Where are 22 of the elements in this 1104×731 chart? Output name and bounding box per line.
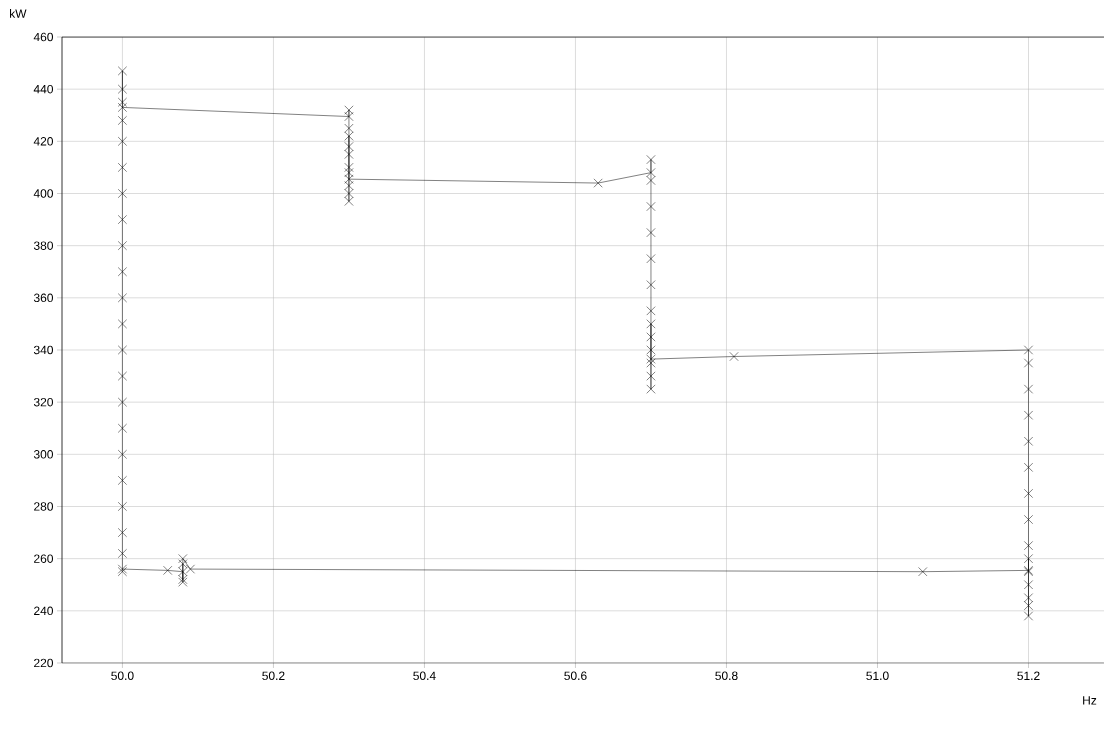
y-tick-label: 240 [34, 606, 54, 616]
y-tick-label: 420 [33, 137, 54, 146]
x-tick-label: 50.6 [564, 671, 587, 681]
y-tick-label: 360 [33, 293, 54, 303]
y-tick-label: 260 [34, 554, 54, 563]
y-tick-label: 320 [33, 397, 54, 407]
x-tick-label: 51.2 [1017, 671, 1040, 681]
y-tick-label: 400 [33, 189, 54, 198]
y-tick-label: 280 [34, 502, 54, 511]
x-axis-title: Hz [1083, 696, 1097, 705]
y-tick-label: 440 [33, 84, 54, 94]
x-tick-label: 50.4 [413, 671, 436, 681]
x-tick-label: 51.0 [866, 671, 889, 681]
y-tick-label: 380 [33, 241, 54, 250]
y-tick-label: 220 [34, 658, 54, 668]
y-tick-label: 340 [33, 345, 54, 355]
x-tick-label: 50.0 [111, 671, 134, 681]
y-axis-title: kW [10, 9, 27, 18]
x-tick-label: 50.2 [262, 671, 285, 681]
y-tick-label: 300 [33, 450, 54, 459]
y-tick-label: 460 [33, 32, 54, 42]
x-tick-label: 50.8 [715, 671, 738, 681]
